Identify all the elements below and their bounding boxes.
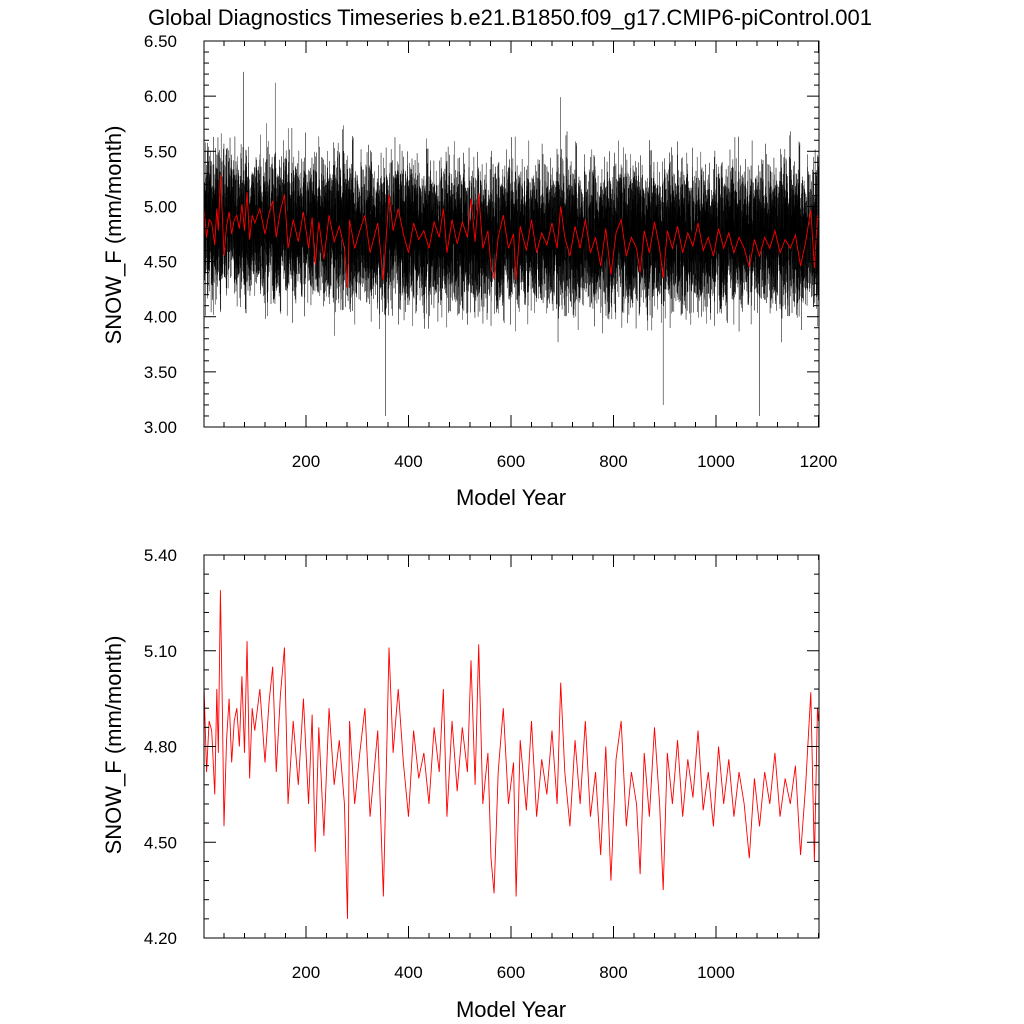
top-axes: 200 400 600 800 1000 1200 3.00 3.50 4.00 4.50 5.00… [144,32,837,471]
top-x-tick-label: 600 [497,452,525,471]
top-data-layer [203,71,819,416]
bottom-x-tick-label: 200 [292,963,320,982]
top-y-tick-label: 4.00 [144,308,177,327]
bottom-y-tick-label: 5.10 [144,642,177,661]
bottom-series-annual-line [203,590,819,919]
top-y-tick-label: 4.50 [144,253,177,272]
top-x-tick-label: 1200 [800,452,838,471]
top-y-tick-label: 6.50 [144,32,177,51]
top-panel: 200 400 600 800 1000 1200 3.00 3.50 4.00 4.50 5.00… [101,32,837,510]
top-y-tick-label: 6.00 [144,87,177,106]
bottom-y-tick-label: 4.80 [144,738,177,757]
top-x-axis-label: Model Year [456,485,566,510]
bottom-y-tick-label: 4.20 [144,929,177,948]
top-y-tick-label: 5.00 [144,197,177,216]
bottom-y-tick-label: 5.40 [144,546,177,565]
bottom-x-tick-label: 600 [497,963,525,982]
bottom-y-axis-label: SNOW_F (mm/month) [101,636,126,855]
bottom-plot-frame [203,554,820,939]
top-y-axis-label: SNOW_F (mm/month) [101,126,126,345]
top-x-tick-label: 400 [394,452,422,471]
chart-title: Global Diagnostics Timeseries b.e21.B185… [148,5,872,30]
top-x-tick-label: 200 [292,452,320,471]
top-y-tick-label: 3.00 [144,418,177,437]
bottom-x-tick-label: 400 [394,963,422,982]
top-y-tick-label: 5.50 [144,142,177,161]
bottom-x-tick-label: 1000 [697,963,735,982]
top-series-annual-line [203,174,819,289]
top-series-monthly-line [203,71,819,416]
top-x-tick-label: 800 [599,452,627,471]
bottom-x-axis-label: Model Year [456,997,566,1022]
bottom-y-tick-label: 4.50 [144,833,177,852]
bottom-x-tick-label: 800 [599,963,627,982]
top-plot-frame [203,40,820,428]
bottom-axes: 200 400 600 800 1000 4.20 4.50 4.80 5.10 5.40 [144,546,820,982]
top-x-tick-label: 1000 [697,452,735,471]
bottom-data-layer [203,590,819,919]
top-y-tick-label: 3.50 [144,363,177,382]
bottom-panel: 200 400 600 800 1000 4.20 4.50 4.80 5.10 5.40 Mod… [101,546,820,1022]
